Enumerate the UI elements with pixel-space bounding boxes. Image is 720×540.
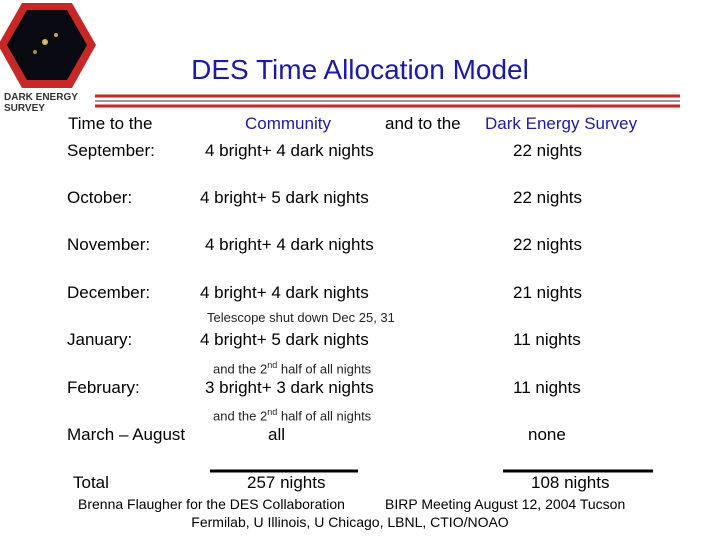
des-nights: 22 nights (513, 235, 582, 254)
month: February: (67, 378, 140, 397)
logo-image (7, 10, 87, 80)
footer: Fermilab, U Illinois, U Chicago, LBNL, C… (191, 514, 509, 530)
title: DES Time Allocation Model (191, 54, 529, 85)
community-nights: all (268, 425, 286, 444)
footer: Brenna Flaugher for the DES Collaboratio… (78, 496, 345, 512)
month: November: (67, 235, 151, 254)
month: October: (67, 188, 133, 207)
note: and the 2 (213, 408, 268, 424)
note: and the 2 (213, 361, 268, 377)
total-label: Total (73, 473, 109, 492)
logo-text: SURVEY (4, 103, 45, 114)
logo-text: DARK ENERGY (4, 92, 78, 103)
des-nights: 22 nights (513, 188, 582, 207)
logo-star (42, 39, 48, 45)
note: nd (267, 360, 278, 370)
note: and the 2nd half of all nights (213, 357, 371, 377)
des-nights: none (528, 425, 566, 444)
note: nd (267, 407, 278, 417)
month: January: (67, 330, 133, 349)
community-nights: 3 bright+ 3 dark nights (205, 378, 374, 397)
des-nights: 11 nights (513, 378, 581, 397)
note: half of all nights (277, 408, 372, 424)
total-community: 257 nights (247, 473, 326, 492)
header: Time to the (68, 114, 153, 133)
community-nights: 4 bright+ 5 dark nights (200, 188, 369, 207)
header: and to the (385, 114, 461, 133)
note: Telescope shut down Dec 25, 31 (207, 310, 395, 325)
des-nights: 22 nights (513, 141, 582, 160)
footer: BIRP Meeting August 12, 2004 Tucson (385, 496, 626, 512)
logo-star (54, 33, 58, 37)
header: Community (245, 114, 331, 133)
community-nights: 4 bright+ 4 dark nights (205, 235, 374, 254)
community-nights: 4 bright+ 4 dark nights (205, 141, 374, 160)
note: and the 2nd half of all nights (213, 404, 371, 424)
month: September: (67, 141, 155, 160)
note: half of all nights (277, 361, 372, 377)
logo-star (33, 50, 37, 54)
header: Dark Energy Survey (485, 114, 638, 133)
month: March – August (67, 425, 186, 444)
des-nights: 21 nights (513, 283, 582, 302)
total-des: 108 nights (531, 473, 610, 492)
community-nights: 4 bright+ 4 dark nights (200, 283, 369, 302)
des-nights: 11 nights (513, 330, 581, 349)
month: December: (67, 283, 151, 302)
community-nights: 4 bright+ 5 dark nights (200, 330, 369, 349)
